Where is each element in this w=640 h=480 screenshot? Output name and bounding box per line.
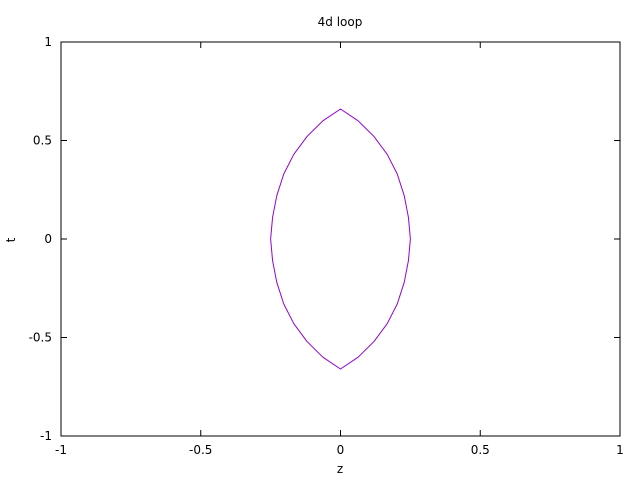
x-tick-label: -1 xyxy=(55,443,67,457)
series-line xyxy=(270,108,411,370)
plot-frame xyxy=(60,41,621,437)
series-layer xyxy=(270,108,411,370)
y-tick-label: 0 xyxy=(44,232,52,246)
y-tick-label: -0.5 xyxy=(29,331,52,345)
x-axis-label: z xyxy=(337,462,343,476)
x-tick-label: 0.5 xyxy=(471,443,490,457)
y-axis-label: t xyxy=(4,237,18,242)
x-tick-label: -0.5 xyxy=(189,443,212,457)
y-tick-label: 0.5 xyxy=(33,134,52,148)
y-tick-label: -1 xyxy=(40,429,52,443)
axis-ticks: -1 -0.5 0 0.5 1 -1 -0.5 0 0.5 1 xyxy=(29,35,624,457)
x-tick-label: 0 xyxy=(337,443,345,457)
y-tick-label: 1 xyxy=(44,35,52,49)
chart-title: 4d loop xyxy=(318,15,363,29)
x-tick-label: 1 xyxy=(616,443,624,457)
